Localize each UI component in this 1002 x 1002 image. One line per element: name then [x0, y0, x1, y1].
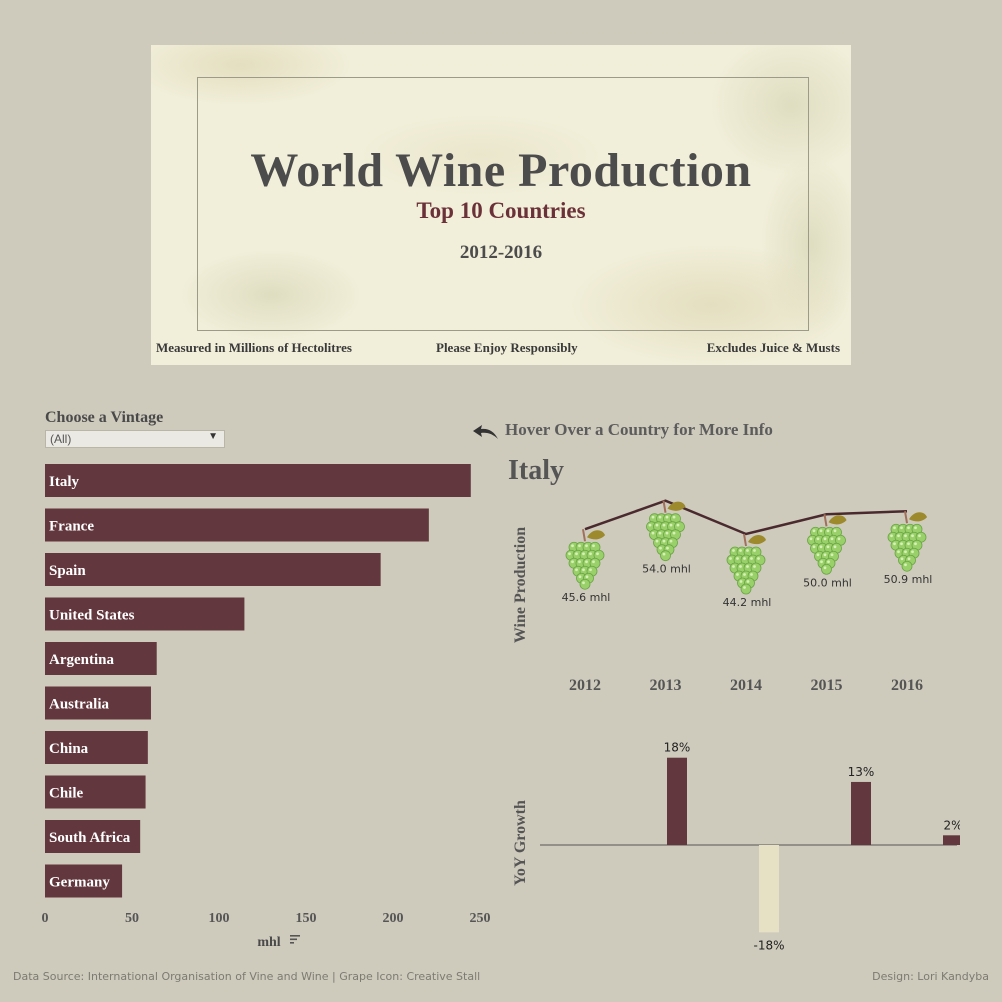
- bar-spain[interactable]: [45, 553, 381, 586]
- yoy-growth-chart: 18% -18% 13% 2%: [540, 741, 960, 952]
- year-label-2015: 2015: [811, 677, 843, 694]
- bar-south-africa[interactable]: [45, 820, 141, 853]
- bar-united-states[interactable]: [45, 597, 245, 631]
- year-label-2012: 2012: [569, 677, 601, 694]
- bar-italy[interactable]: [45, 464, 471, 497]
- production-line-chart: 45.6 mhl 54.0 mhl 44.2 mhl 50.0 mhl 50.9 mhl…: [562, 499, 933, 694]
- selected-country-title: Italy: [508, 455, 564, 486]
- x-tick-label: 150: [296, 911, 317, 926]
- country-production-bar-chart: Italy France Spain United States Argentina Au…: [42, 464, 491, 950]
- x-tick-label: 0: [42, 911, 49, 926]
- grape-icon[interactable]: [807, 514, 847, 575]
- bar-germany[interactable]: [45, 864, 123, 898]
- grape-icon[interactable]: [565, 529, 605, 590]
- bar-label-australia: Australia: [49, 697, 110, 713]
- x-tick-label: 250: [470, 911, 491, 926]
- bar-france[interactable]: [45, 508, 429, 542]
- curved-arrow-icon: [473, 425, 498, 439]
- x-tick-label: 50: [125, 911, 139, 926]
- grape-icon[interactable]: [887, 511, 927, 572]
- growth-bar-2016[interactable]: [943, 835, 960, 845]
- title-card: World Wine Production Top 10 Countries 2…: [151, 45, 851, 365]
- vintage-dropdown[interactable]: (All) ▼: [45, 430, 225, 448]
- bar-label-spain: Spain: [49, 563, 86, 579]
- growth-value-label: 18%: [664, 741, 691, 755]
- growth-value-label: 2%: [943, 818, 960, 832]
- bar-argentina[interactable]: [45, 642, 157, 675]
- production-value-label: 45.6 mhl: [562, 591, 611, 604]
- growth-bar-2015[interactable]: [851, 781, 871, 845]
- year-label-2013: 2013: [650, 677, 682, 694]
- growth-bar-2013[interactable]: [667, 757, 687, 845]
- bar-label-france: France: [49, 519, 94, 535]
- growth-axis-title: YoY Growth: [512, 800, 529, 886]
- production-value-label: 50.9 mhl: [884, 573, 933, 586]
- x-tick-label: 200: [383, 911, 404, 926]
- growth-bar-2014[interactable]: [759, 845, 779, 933]
- design-credit: Design: Lori Kandyba: [872, 970, 989, 983]
- year-range: 2012-2016: [459, 242, 543, 263]
- vintage-dropdown-value: (All): [50, 432, 72, 446]
- vintage-filter-label: Choose a Vintage: [45, 409, 164, 426]
- responsibility-note: Please Enjoy Responsibly: [436, 340, 578, 355]
- bar-label-china: China: [49, 741, 89, 757]
- bar-label-chile: Chile: [49, 786, 84, 802]
- production-value-label: 54.0 mhl: [642, 563, 691, 576]
- growth-value-label: 13%: [848, 765, 875, 779]
- bar-label-south-africa: South Africa: [49, 830, 131, 846]
- exclusion-note: Excludes Juice & Musts: [706, 340, 840, 355]
- page-title: World Wine Production: [250, 144, 752, 197]
- bar-chile[interactable]: [45, 775, 146, 809]
- production-value-label: 44.2 mhl: [723, 596, 772, 609]
- production-line: [584, 499, 908, 536]
- year-label-2014: 2014: [730, 677, 762, 694]
- chevron-down-icon: ▼: [208, 431, 218, 442]
- page-subtitle: Top 10 Countries: [416, 198, 586, 223]
- hover-hint: Hover Over a Country for More Info: [505, 420, 773, 439]
- x-tick-label: 100: [209, 911, 230, 926]
- bar-label-germany: Germany: [49, 875, 110, 891]
- bar-china[interactable]: [45, 731, 148, 764]
- bar-label-argentina: Argentina: [49, 652, 114, 668]
- year-label-2016: 2016: [891, 677, 923, 694]
- x-axis-label: mhl: [257, 935, 280, 950]
- bar-label-italy: Italy: [49, 474, 80, 490]
- grape-icon[interactable]: [726, 533, 766, 595]
- grape-icon[interactable]: [646, 500, 686, 562]
- bar-australia[interactable]: [45, 686, 151, 720]
- title-frame: [197, 77, 809, 331]
- units-note: Measured in Millions of Hectolitres: [156, 340, 352, 355]
- bar-label-united-states: United States: [49, 608, 135, 624]
- sort-icon[interactable]: [290, 935, 300, 944]
- production-axis-title: Wine Production: [512, 526, 529, 644]
- data-source-credit: Data Source: International Organisation …: [13, 970, 481, 983]
- growth-value-label: -18%: [753, 938, 784, 952]
- production-value-label: 50.0 mhl: [803, 576, 852, 589]
